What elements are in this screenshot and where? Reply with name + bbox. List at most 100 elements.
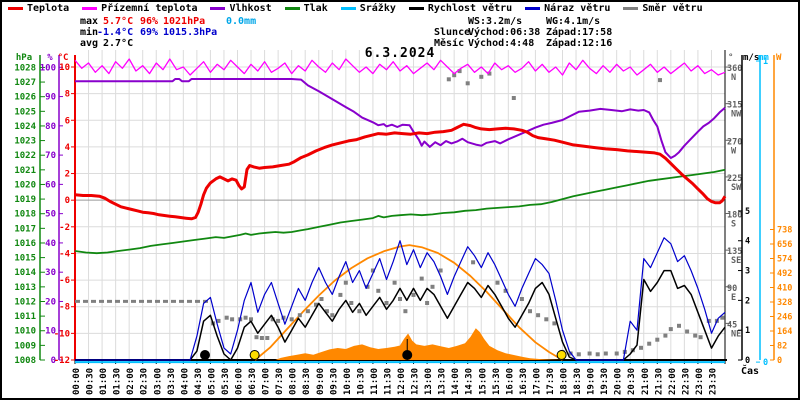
- x-axis: 00:00 00:30 01:00 01:30 02:00 02:30 03:00 03:30…: [72, 360, 726, 395]
- svg-text:45: 45: [727, 320, 737, 330]
- svg-text:23:00: 23:00: [695, 368, 705, 395]
- svg-text:100: 100: [40, 63, 56, 73]
- svg-text:02:30: 02:30: [140, 368, 150, 395]
- svg-text:06:00: 06:00: [235, 368, 245, 395]
- svg-text:W: W: [731, 146, 737, 156]
- svg-text:01:00: 01:00: [99, 368, 109, 395]
- moonset-marker-icon: [402, 339, 413, 360]
- svg-text:1021: 1021: [14, 166, 36, 176]
- svg-text:-12: -12: [54, 356, 70, 366]
- svg-text:1027: 1027: [14, 78, 36, 88]
- svg-text:-4: -4: [59, 249, 70, 259]
- svg-text:SE: SE: [731, 256, 741, 266]
- svg-text:14:00: 14:00: [451, 368, 461, 395]
- series-prizemni-teplota: [74, 58, 726, 76]
- svg-text:10: 10: [45, 327, 56, 337]
- svg-text:09:00: 09:00: [316, 368, 326, 395]
- svg-text:10:30: 10:30: [356, 368, 366, 395]
- svg-text:04:30: 04:30: [194, 368, 204, 395]
- svg-text:06:30: 06:30: [248, 368, 258, 395]
- svg-text:90: 90: [45, 93, 56, 103]
- svg-text:270: 270: [727, 137, 742, 147]
- svg-text:S: S: [731, 220, 736, 230]
- svg-text:11:00: 11:00: [370, 368, 380, 395]
- svg-text:08:00: 08:00: [289, 368, 299, 395]
- svg-text:1015: 1015: [14, 254, 36, 264]
- svg-text:14:30: 14:30: [465, 368, 475, 395]
- svg-text:5: 5: [745, 207, 750, 217]
- svg-text:00:00: 00:00: [72, 368, 82, 395]
- svg-text:80: 80: [45, 122, 56, 132]
- svg-text:1010: 1010: [14, 327, 36, 337]
- svg-text:N: N: [731, 73, 736, 83]
- moonrise-marker-icon: [200, 350, 210, 360]
- svg-text:12:00: 12:00: [397, 368, 407, 395]
- svg-text:1014: 1014: [14, 268, 36, 278]
- svg-text:07:30: 07:30: [275, 368, 285, 395]
- svg-text:328: 328: [777, 298, 792, 308]
- svg-text:1024: 1024: [14, 122, 36, 132]
- svg-text:-10: -10: [54, 329, 70, 339]
- svg-text:1022: 1022: [14, 151, 36, 161]
- svg-text:0: 0: [763, 358, 768, 368]
- svg-text:0: 0: [745, 356, 750, 366]
- svg-text:1011: 1011: [14, 312, 36, 322]
- svg-text:4: 4: [745, 237, 750, 247]
- series-tlak: [74, 168, 726, 255]
- svg-text:60: 60: [45, 180, 56, 190]
- svg-text:492: 492: [777, 269, 792, 279]
- svg-text:E: E: [731, 293, 736, 303]
- svg-text:°C: °C: [58, 53, 69, 63]
- svg-text:W: W: [776, 53, 782, 63]
- svg-text:180: 180: [727, 211, 742, 221]
- svg-text:16:30: 16:30: [519, 368, 529, 395]
- svg-text:23:30: 23:30: [708, 368, 718, 395]
- svg-text:738: 738: [777, 226, 792, 236]
- svg-text:8: 8: [65, 90, 70, 100]
- axis-temp: °C10 8 6 4 2 0 -2 -4 -6 -8 -10 -12: [54, 53, 76, 366]
- svg-text:4: 4: [65, 143, 71, 153]
- svg-text:20:00: 20:00: [614, 368, 624, 395]
- left-axes: hPa1028102710261025102410231022102110201…: [14, 53, 76, 366]
- axis-rad: W 738 656 574 492 410 328 246 164 82 0: [770, 53, 792, 366]
- svg-text:hPa: hPa: [16, 53, 32, 63]
- gridlines: [75, 50, 725, 361]
- svg-text:164: 164: [777, 327, 792, 337]
- sunrise-marker-icon: [249, 350, 260, 360]
- svg-text:574: 574: [777, 255, 792, 265]
- svg-text:00:30: 00:30: [86, 368, 96, 395]
- svg-text:17:00: 17:00: [532, 368, 542, 395]
- svg-text:13:00: 13:00: [424, 368, 434, 395]
- svg-text:SW: SW: [731, 183, 742, 193]
- svg-text:%: %: [47, 53, 53, 63]
- svg-text:03:00: 03:00: [153, 368, 163, 395]
- svg-text:1018: 1018: [14, 210, 36, 220]
- svg-text:05:00: 05:00: [207, 368, 217, 395]
- svg-text:1017: 1017: [14, 224, 36, 234]
- series-teplota: [74, 122, 727, 221]
- right-axes: °360N315NW270W225SW180S135SE90E45NEm/s54…: [725, 53, 792, 368]
- svg-text:1028: 1028: [14, 63, 36, 73]
- svg-text:mm: mm: [758, 53, 769, 63]
- svg-text:19:00: 19:00: [587, 368, 597, 395]
- svg-text:1013: 1013: [14, 283, 36, 293]
- svg-text:246: 246: [777, 313, 792, 323]
- svg-text:m/s: m/s: [743, 53, 759, 63]
- svg-text:82: 82: [777, 342, 787, 352]
- svg-text:NW: NW: [731, 110, 742, 120]
- svg-text:10: 10: [59, 63, 70, 73]
- svg-text:05:30: 05:30: [221, 368, 231, 395]
- svg-text:1020: 1020: [14, 180, 36, 190]
- svg-text:-6: -6: [59, 276, 70, 286]
- svg-text:18:00: 18:00: [560, 368, 570, 395]
- svg-text:135: 135: [727, 247, 742, 257]
- svg-text:1023: 1023: [14, 137, 36, 147]
- svg-text:13:30: 13:30: [438, 368, 448, 395]
- svg-text:15:30: 15:30: [492, 368, 502, 395]
- series-vlhkost: [75, 78, 726, 159]
- svg-text:21:30: 21:30: [654, 368, 664, 395]
